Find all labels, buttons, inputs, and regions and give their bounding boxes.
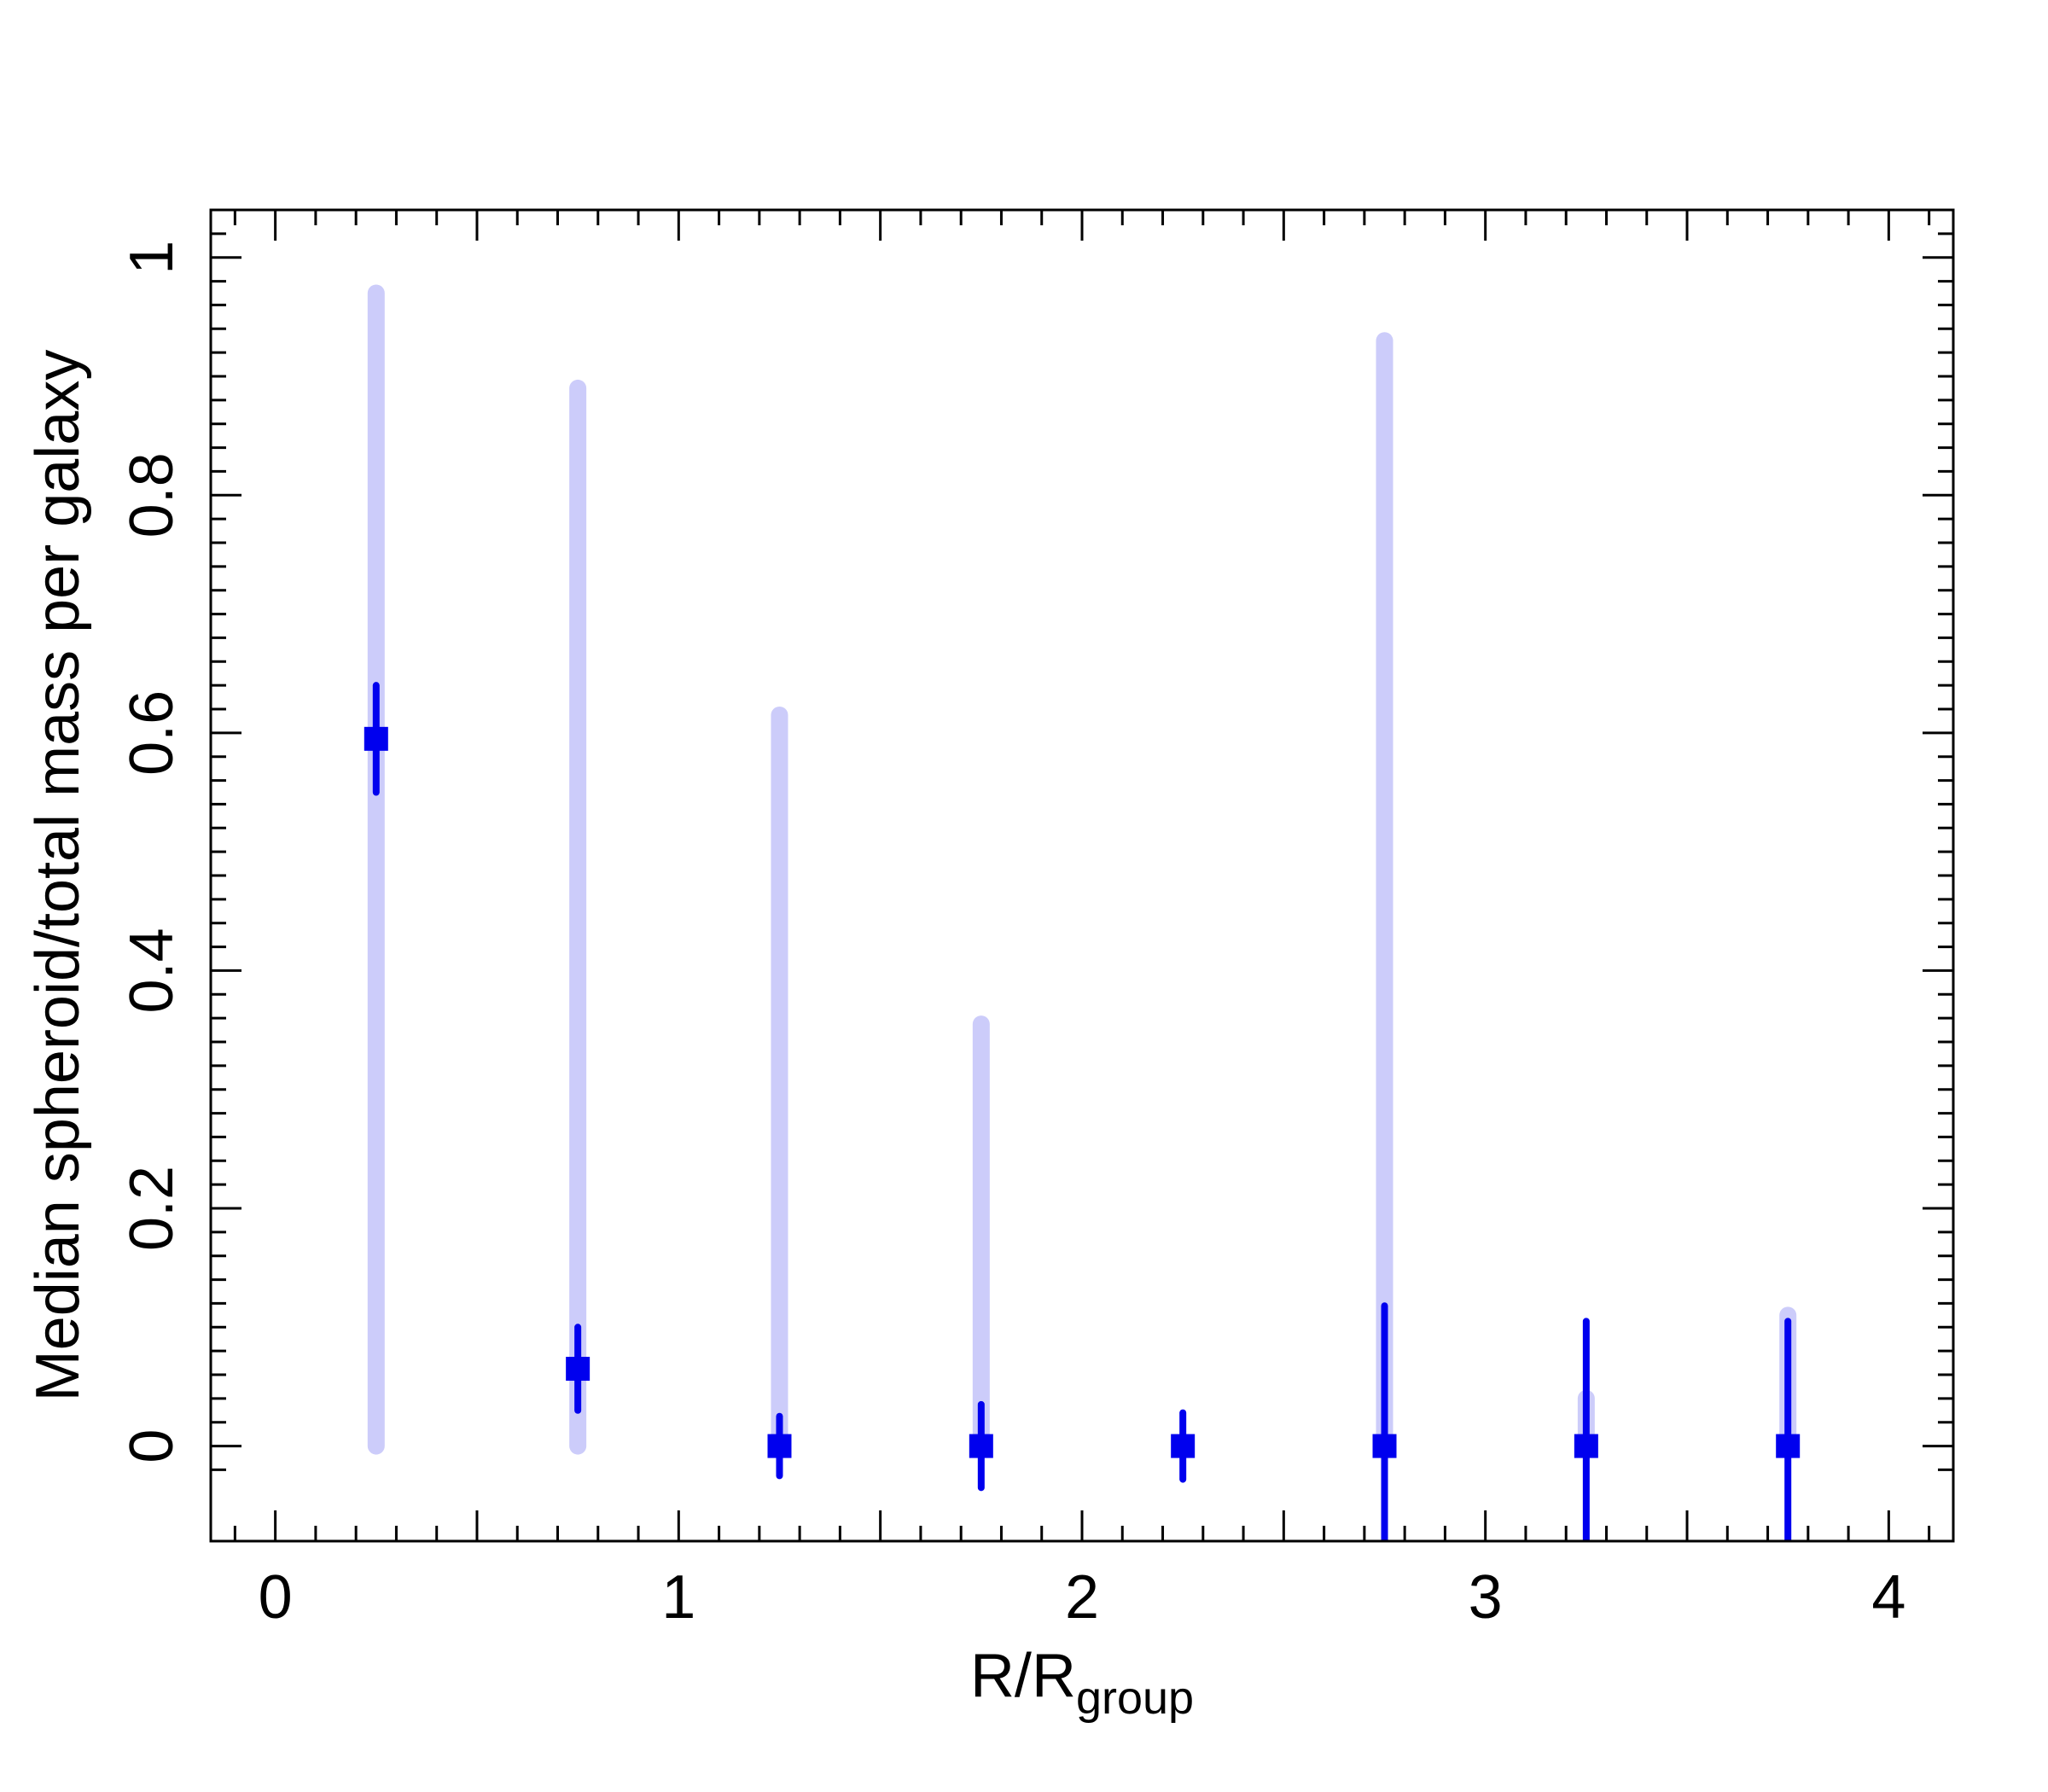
median-marker-2 <box>566 1357 591 1382</box>
median-marker-6 <box>1372 1434 1397 1458</box>
y-axis-title: Median spheroid/total mass per galaxy <box>24 350 92 1402</box>
median-marker-1 <box>364 726 388 751</box>
median-marker-5 <box>1171 1434 1196 1458</box>
y-tick-label: 0.4 <box>118 928 186 1013</box>
x-tick-labels: 0 1 2 3 4 <box>259 1563 1906 1632</box>
x-tick-label: 0 <box>259 1563 293 1632</box>
x-tick-label: 3 <box>1469 1563 1503 1632</box>
median-marker-7 <box>1574 1434 1598 1458</box>
y-tick-label: 0.6 <box>118 690 186 776</box>
x-tick-label: 1 <box>661 1563 695 1632</box>
median-marker-3 <box>767 1434 792 1458</box>
y-tick-label: 1 <box>118 241 186 275</box>
x-axis-title: R/Rgroup <box>970 1642 1194 1724</box>
median-points <box>364 682 1801 1541</box>
median-marker-8 <box>1776 1434 1801 1458</box>
x-axis-title-main: R/R <box>970 1642 1076 1710</box>
plot-frame <box>209 208 1955 1543</box>
median-marker-4 <box>969 1434 993 1458</box>
range-bars <box>367 284 1797 1455</box>
y-tick-label: 0.2 <box>118 1166 186 1251</box>
x-axis-title-sub: group <box>1076 1673 1194 1724</box>
y-tick-label: 0.8 <box>118 452 186 538</box>
x-tick-label: 4 <box>1871 1563 1905 1632</box>
x-tick-label: 2 <box>1065 1563 1099 1632</box>
y-tick-label: 0 <box>118 1429 186 1463</box>
axis-ticks <box>211 208 1953 1541</box>
y-tick-labels: 0 0.2 0.4 0.6 0.8 1 <box>118 241 186 1463</box>
